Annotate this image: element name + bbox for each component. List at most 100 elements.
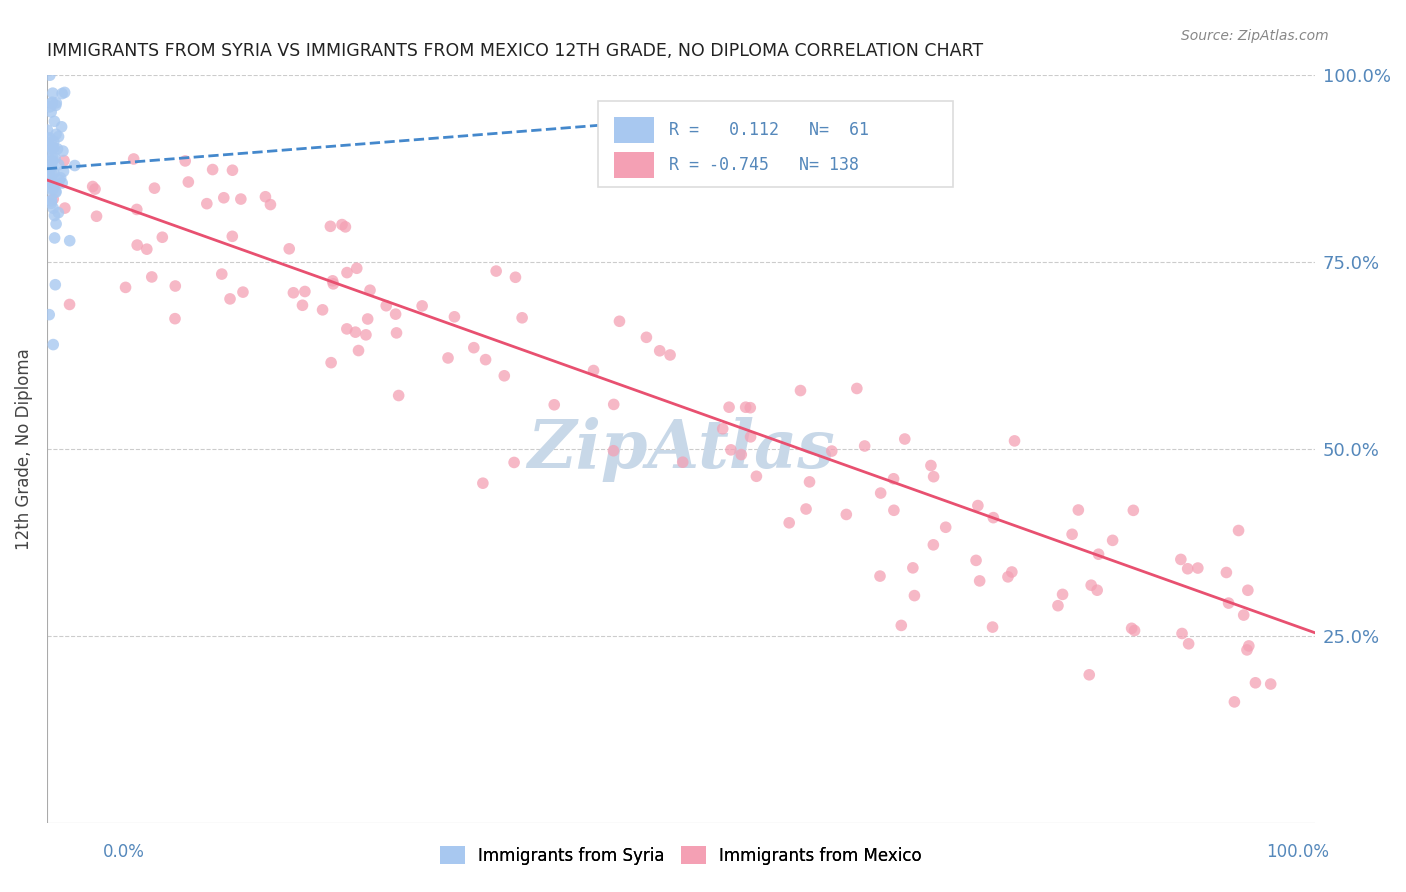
Point	[1122, 503, 1144, 517]
Point	[48, 205, 70, 219]
Point	[335, 219, 357, 234]
Point	[45, 95, 67, 110]
FancyBboxPatch shape	[613, 152, 654, 178]
Y-axis label: 12th Grade, No Diploma: 12th Grade, No Diploma	[15, 349, 32, 550]
Point	[471, 476, 494, 491]
Text: 100.0%: 100.0%	[1265, 843, 1329, 861]
Point	[58, 297, 80, 311]
Text: R =   0.112   N=  61: R = 0.112 N= 61	[669, 120, 869, 139]
Point	[53, 153, 76, 168]
Point	[283, 285, 305, 300]
Point	[718, 401, 741, 415]
Point	[1227, 524, 1250, 538]
Point	[211, 267, 233, 281]
Point	[901, 561, 924, 575]
Point	[42, 166, 65, 180]
Point	[1187, 561, 1209, 575]
Point	[1171, 626, 1194, 640]
Point	[385, 326, 408, 340]
Point	[49, 170, 72, 185]
Point	[799, 475, 821, 489]
Point	[143, 181, 166, 195]
Point	[44, 151, 66, 165]
Point	[510, 310, 533, 325]
Point	[474, 352, 496, 367]
Point	[1080, 578, 1102, 592]
Point	[38, 68, 60, 82]
Point	[59, 234, 82, 248]
Point	[45, 186, 67, 200]
Point	[734, 401, 756, 415]
Point	[38, 138, 60, 153]
Point	[37, 177, 59, 191]
Legend: Immigrants from Syria, Immigrants from Mexico: Immigrants from Syria, Immigrants from M…	[433, 839, 929, 871]
Point	[375, 299, 398, 313]
Point	[935, 520, 957, 534]
Text: 0.0%: 0.0%	[103, 843, 145, 861]
Point	[174, 153, 197, 168]
Point	[177, 175, 200, 189]
Point	[322, 277, 344, 291]
Point	[41, 194, 63, 208]
Point	[720, 442, 742, 457]
Point	[201, 162, 224, 177]
Point	[740, 430, 762, 444]
Point	[894, 432, 917, 446]
Point	[37, 123, 59, 137]
Point	[221, 229, 243, 244]
Point	[1233, 608, 1256, 623]
Text: IMMIGRANTS FROM SYRIA VS IMMIGRANTS FROM MEXICO 12TH GRADE, NO DIPLOMA CORRELATI: IMMIGRANTS FROM SYRIA VS IMMIGRANTS FROM…	[46, 42, 983, 60]
Point	[135, 242, 157, 256]
Point	[347, 343, 370, 358]
Point	[920, 458, 942, 473]
Point	[354, 327, 377, 342]
Point	[1237, 639, 1260, 653]
Point	[294, 285, 316, 299]
Point	[63, 159, 86, 173]
Point	[125, 202, 148, 217]
Point	[336, 266, 359, 280]
Point	[1223, 695, 1246, 709]
Point	[965, 553, 987, 567]
Point	[39, 170, 62, 185]
Point	[42, 201, 65, 215]
Point	[44, 177, 66, 191]
Point	[51, 87, 73, 101]
Point	[221, 163, 243, 178]
Point	[437, 351, 460, 365]
Point	[1170, 552, 1192, 566]
Point	[48, 158, 70, 172]
Point	[44, 231, 66, 245]
Point	[883, 503, 905, 517]
Point	[41, 95, 63, 110]
Point	[1244, 675, 1267, 690]
Point	[869, 486, 891, 500]
Point	[357, 312, 380, 326]
Point	[39, 136, 62, 150]
Text: ZipAtlas: ZipAtlas	[527, 417, 835, 482]
Point	[603, 397, 626, 411]
Point	[659, 348, 682, 362]
Point	[41, 151, 63, 165]
Point	[127, 238, 149, 252]
Point	[48, 173, 70, 187]
Point	[853, 439, 876, 453]
Point	[1085, 583, 1108, 598]
Point	[41, 157, 63, 171]
Point	[997, 570, 1019, 584]
Point	[37, 171, 59, 186]
Point	[359, 283, 381, 297]
Point	[44, 277, 66, 292]
Point	[969, 574, 991, 588]
Point	[319, 356, 342, 370]
Point	[582, 363, 605, 377]
Point	[505, 270, 527, 285]
Text: Source: ZipAtlas.com: Source: ZipAtlas.com	[1181, 29, 1329, 44]
Point	[254, 190, 277, 204]
Point	[1123, 624, 1146, 638]
Point	[41, 167, 63, 181]
Point	[602, 443, 624, 458]
Point	[39, 196, 62, 211]
Point	[1004, 434, 1026, 448]
Point	[46, 142, 69, 156]
